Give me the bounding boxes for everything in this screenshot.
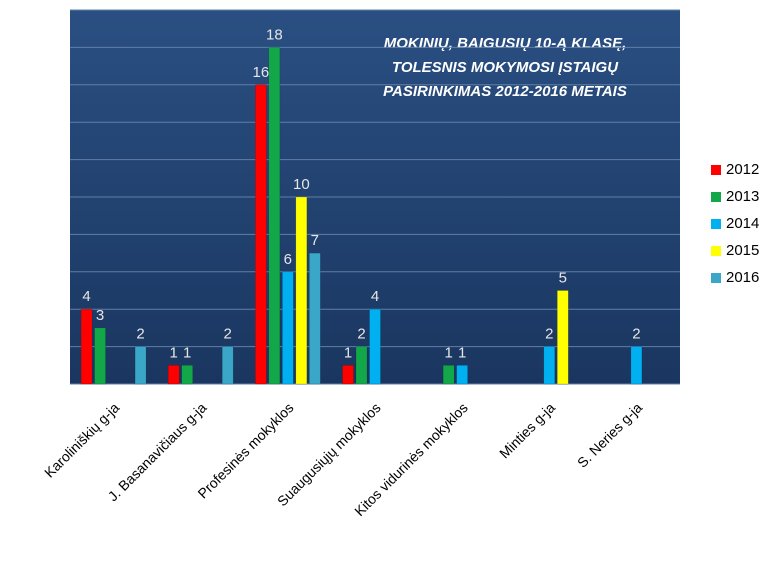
data-label: 2 (357, 326, 365, 343)
data-label: 1 (344, 344, 352, 361)
data-label: 16 (253, 64, 270, 81)
data-label: 3 (96, 307, 104, 324)
legend-swatch (711, 219, 721, 229)
bar (557, 290, 569, 385)
chart-title-line: MOKINIŲ, BAIGUSIŲ 10-Ą KLASĘ, (384, 35, 627, 52)
legend-swatch (711, 165, 721, 175)
bar (456, 365, 468, 385)
x-tick-label: S. Neries g-ja (574, 399, 645, 470)
bar (134, 346, 147, 385)
chart-title-line: TOLESNIS MOKYMOSI ĮSTAIGŲ (392, 59, 619, 76)
data-label: 1 (444, 344, 452, 361)
bar (342, 365, 354, 385)
bar (295, 196, 308, 385)
chart-title: MOKINIŲ, BAIGUSIŲ 10-Ą KLASĘ, TOLESNIS MO… (383, 35, 627, 100)
legend-label: 2012 (726, 161, 759, 178)
legend-label: 2015 (726, 242, 759, 259)
chart-title-line: PASIRINKIMAS 2012-2016 METAIS (383, 83, 627, 100)
bar (369, 308, 381, 385)
data-label: 1 (170, 344, 178, 361)
data-label: 2 (136, 326, 144, 343)
data-label: 5 (559, 269, 567, 286)
data-label: 4 (371, 288, 379, 305)
bar (543, 346, 556, 385)
x-tick-label: Karoliniškių g-ja (41, 399, 122, 480)
data-label: 2 (545, 326, 553, 343)
bar (309, 252, 321, 385)
bar (80, 308, 93, 385)
data-label: 1 (458, 344, 466, 361)
legend-label: 2013 (726, 188, 759, 205)
legend-swatch (711, 273, 721, 283)
legend-label: 2016 (726, 269, 759, 286)
data-label: 2 (224, 326, 232, 343)
bar (94, 327, 106, 385)
legend-label: 2014 (726, 215, 759, 232)
data-label: 7 (311, 232, 319, 249)
bar (181, 365, 193, 385)
bar (221, 346, 234, 385)
bar (255, 84, 267, 385)
bar (355, 346, 368, 385)
bar (167, 365, 180, 385)
bar (442, 365, 455, 385)
bar (268, 47, 281, 385)
bar (630, 346, 643, 385)
legend-swatch (711, 246, 721, 256)
legend-swatch (711, 192, 721, 202)
data-label: 18 (266, 26, 283, 43)
x-tick-label: J. Basanavičiaus g-ja (105, 399, 210, 504)
data-label: 6 (284, 251, 292, 268)
data-label: 1 (183, 344, 191, 361)
x-tick-label: Minties g-ja (496, 399, 558, 461)
data-label: 2 (632, 326, 640, 343)
bar (282, 271, 294, 385)
data-label: 10 (293, 176, 310, 193)
data-label: 4 (82, 288, 90, 305)
x-tick-label: Profesinės mokyklos (194, 399, 296, 501)
